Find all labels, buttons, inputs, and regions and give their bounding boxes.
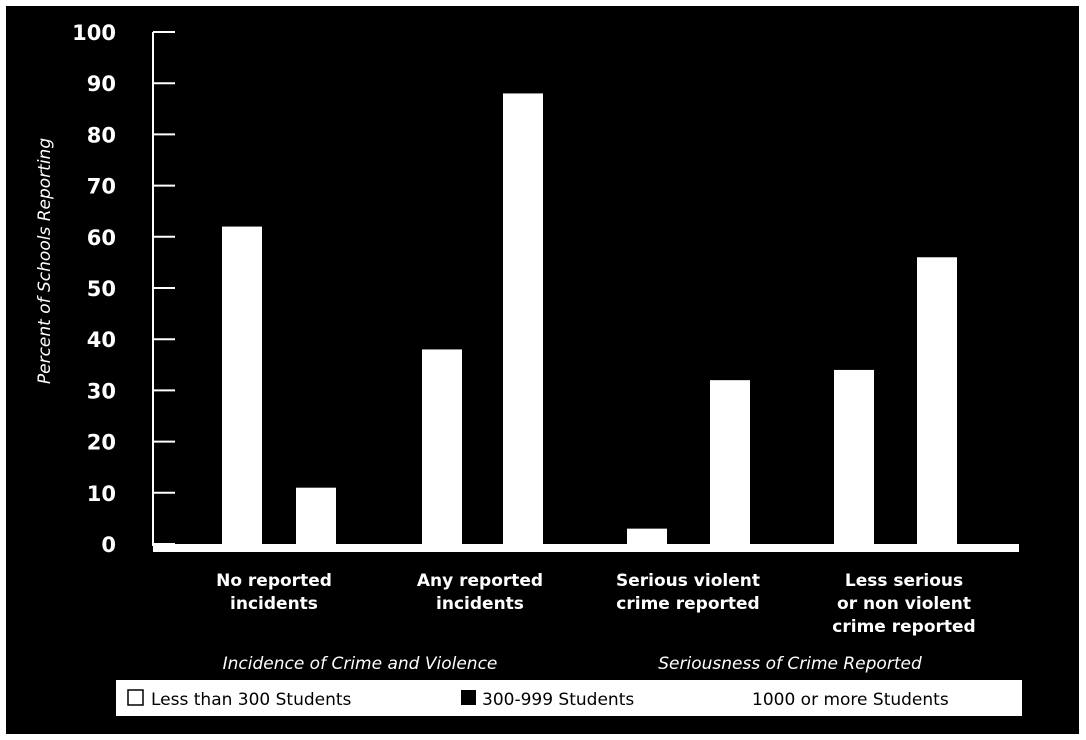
y-tick-label: 80 (87, 123, 116, 147)
legend-label: 300-999 Students (482, 690, 634, 710)
chart-frame: 0 10 20 30 40 50 60 70 80 90 100 Percent of Schools… (6, 6, 1079, 734)
bar-1000-or-more-students-1 (503, 93, 543, 544)
category-label: incidents (230, 594, 318, 614)
y-tick-label: 0 (101, 533, 116, 557)
y-tick-label: 100 (72, 21, 116, 45)
legend-box (116, 680, 1022, 716)
group-label: Incidence of Crime and Violence (223, 654, 498, 674)
legend-swatch-open (127, 689, 144, 706)
legend-label: Less than 300 Students (151, 690, 352, 710)
bar-1000-or-more-students-2 (710, 380, 750, 544)
category-label: Less serious (845, 571, 963, 591)
y-axis-title: Percent of Schools Reporting (35, 138, 55, 384)
legend-label: 1000 or more Students (752, 690, 949, 710)
group-label: Seriousness of Crime Reported (658, 654, 922, 674)
y-tick-label: 70 (87, 175, 116, 199)
bar-1000-or-more-students-0 (296, 487, 336, 544)
category-label: No reported (216, 571, 332, 591)
category-label: crime reported (616, 594, 759, 614)
bar-chart: 0 10 20 30 40 50 60 70 80 90 100 Percent of Schools… (35, 21, 1022, 716)
y-tick-label: 40 (87, 328, 116, 352)
legend-swatch-filled (461, 690, 476, 705)
category-label: or non violent (837, 594, 971, 614)
y-tick-label: 50 (87, 277, 116, 301)
y-tick-label: 90 (87, 72, 116, 96)
category-label: incidents (436, 594, 524, 614)
category-label: Serious violent (616, 571, 760, 591)
category-label: crime reported (832, 617, 975, 637)
bar-300-999-students-0 (222, 226, 262, 544)
bar-300-999-students-2 (627, 528, 667, 544)
bar-1000-or-more-students-3 (917, 257, 957, 544)
y-tick-label: 10 (87, 482, 116, 506)
category-label: Any reported (417, 571, 543, 591)
y-tick-label: 30 (87, 379, 116, 403)
y-tick-label: 20 (87, 431, 116, 455)
y-tick-label: 60 (87, 226, 116, 250)
bar-300-999-students-3 (834, 369, 874, 544)
x-axis-line (153, 544, 1019, 552)
bar-300-999-students-1 (422, 349, 462, 544)
